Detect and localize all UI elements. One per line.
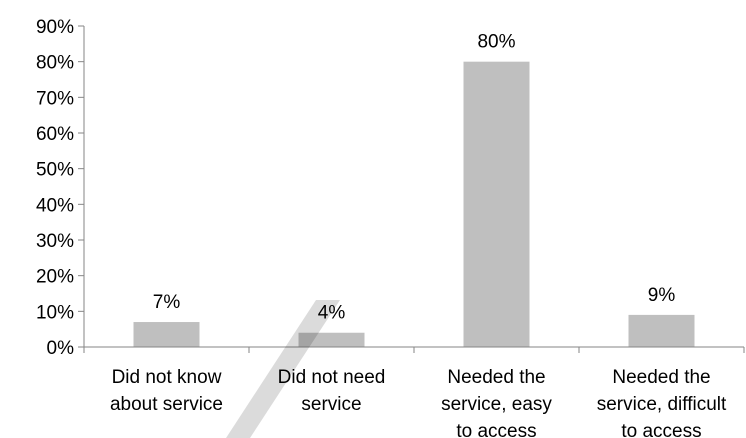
- y-tick-label: 90%: [36, 17, 74, 38]
- category-label: Did not need service: [278, 367, 386, 415]
- category-label-line: Needed the: [447, 367, 545, 388]
- bars: [133, 61, 695, 348]
- category-label-line: to access: [621, 421, 701, 438]
- category-label-line: service, difficult: [597, 394, 727, 415]
- y-axis-ticks: 0% 10% 20% 30% 40% 50% 60% 70% 80% 90%: [36, 17, 84, 359]
- data-label: 4%: [318, 303, 346, 324]
- y-tick-label: 50%: [36, 160, 74, 181]
- y-tick-label: 70%: [36, 88, 74, 109]
- watermark-stripe: [226, 300, 340, 438]
- y-tick-label: 40%: [36, 195, 74, 216]
- data-label: 7%: [153, 292, 181, 313]
- category-label-line: Did not know: [112, 367, 222, 388]
- y-tick-label: 80%: [36, 53, 74, 74]
- category-label-line: about service: [110, 394, 223, 415]
- category-label: Needed the service, easy to access: [441, 367, 552, 438]
- data-label: 80%: [477, 32, 515, 53]
- category-labels: Did not know about service Did not need ser…: [110, 367, 727, 438]
- category-label-line: Did not need: [278, 367, 386, 388]
- category-label-line: to access: [456, 421, 536, 438]
- y-tick-label: 0%: [47, 338, 75, 359]
- data-labels: 7% 4% 80% 9%: [153, 32, 676, 324]
- y-tick-label: 60%: [36, 124, 74, 145]
- watermark: [226, 300, 340, 438]
- axes: [83, 26, 745, 353]
- category-label: Did not know about service: [110, 367, 223, 415]
- y-tick-label: 20%: [36, 267, 74, 288]
- category-label: Needed the service, difficult to access: [597, 367, 727, 438]
- y-tick-label: 30%: [36, 231, 74, 252]
- category-label-line: service: [301, 394, 361, 415]
- category-label-line: service, easy: [441, 394, 552, 415]
- bar: [133, 322, 200, 347]
- bar: [463, 61, 530, 348]
- y-tick-label: 10%: [36, 302, 74, 323]
- category-label-line: Needed the: [612, 367, 710, 388]
- bar: [298, 332, 365, 347]
- data-label: 9%: [648, 285, 676, 306]
- bar: [628, 314, 695, 347]
